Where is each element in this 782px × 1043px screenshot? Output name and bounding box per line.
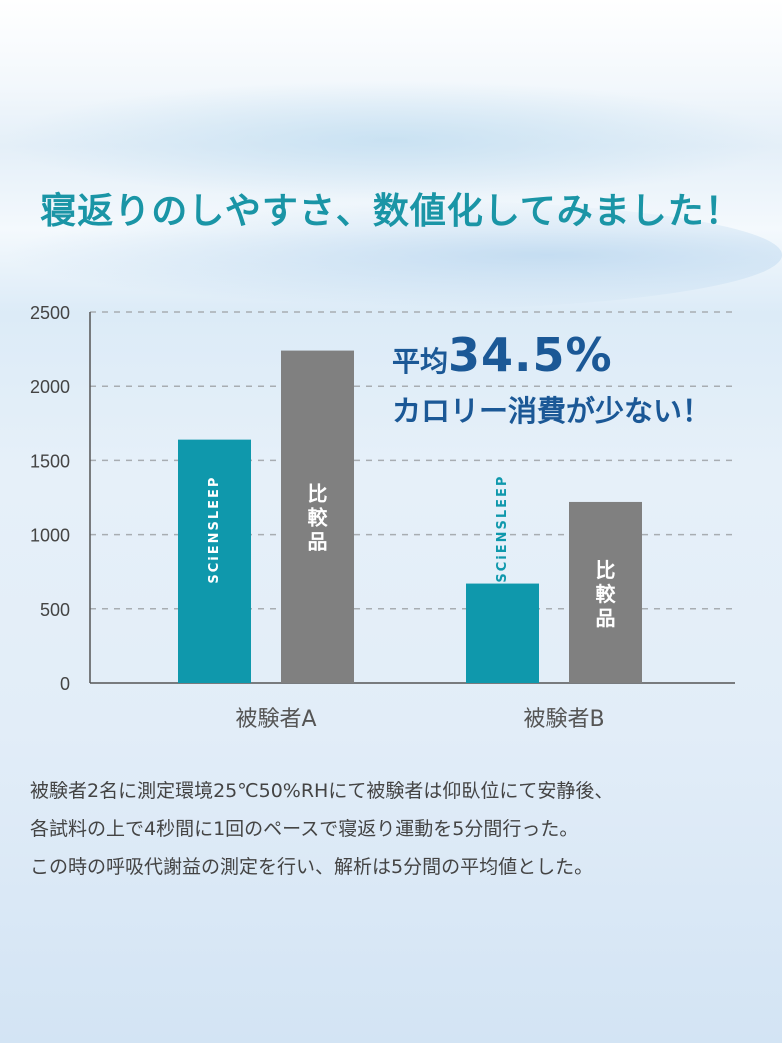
bar-label: SCiENSLEEP (207, 476, 222, 584)
bar-label-char: 較 (596, 582, 617, 606)
y-tick-label: 2000 (30, 377, 70, 397)
page-title: 寝返りのしやすさ、数値化してみました！ (40, 191, 742, 232)
footnote: 被験者2名に測定環境25℃50%RHにて被験者は仰臥位にて安静後、 各試料の上で… (30, 772, 760, 886)
x-category-label: 被験者A (235, 707, 316, 732)
y-tick-label: 500 (40, 600, 70, 620)
x-category-label: 被験者B (523, 707, 604, 732)
bar-label-char: 品 (596, 606, 616, 630)
bar-comparison (569, 501, 642, 683)
footnote-line: この時の呼吸代謝益の測定を行い、解析は5分間の平均値とした。 (30, 856, 594, 878)
callout: 平均34.5% カロリー消費が少ない！ (392, 328, 762, 430)
callout-prefix: 平均 (392, 345, 449, 378)
bar-label-char: 比 (308, 482, 328, 506)
y-tick-label: 1000 (30, 526, 70, 546)
bar-comparison (281, 350, 354, 683)
y-tick-label: 0 (60, 674, 70, 694)
y-tick-label: 2500 (30, 303, 70, 323)
footnote-line: 被験者2名に測定環境25℃50%RHにて被験者は仰臥位にて安静後、 (30, 780, 614, 802)
bar-label-char: 比 (596, 558, 616, 582)
bar-label: SCiENSLEEP (495, 475, 510, 583)
bar-sciensleep (178, 439, 251, 683)
bar-sciensleep (466, 583, 539, 683)
bar-label-char: 品 (308, 530, 328, 554)
bar-label-char: 較 (308, 506, 329, 530)
footnote-line: 各試料の上で4秒間に1回のペースで寝返り運動を5分間行った。 (30, 818, 579, 840)
callout-value: 34.5% (448, 328, 613, 382)
y-tick-label: 1500 (30, 451, 70, 471)
callout-line2: カロリー消費が少ない！ (392, 394, 712, 428)
